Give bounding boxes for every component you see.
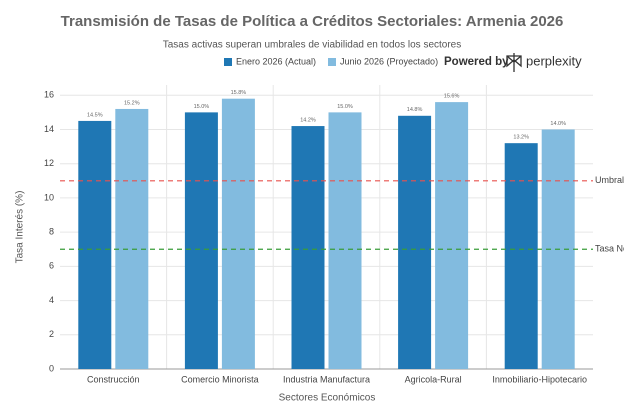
y-tick-label: 8: [49, 227, 54, 237]
x-tick-label: Comercio Minorista: [181, 374, 259, 384]
reference-label: Tasa Ne: [595, 244, 624, 254]
x-tick-label: Industria Manufactura: [283, 374, 370, 384]
reference-label: Umbral: [595, 175, 624, 185]
x-axis-label: Sectores Económicos: [279, 393, 376, 404]
perplexity-logo: [506, 53, 522, 72]
value-label: 15.0%: [194, 104, 210, 110]
bar: [78, 120, 112, 370]
value-label: 14.5%: [87, 112, 103, 118]
y-tick-label: 2: [49, 329, 54, 339]
bar: [398, 115, 432, 369]
x-tick-label: Construcción: [87, 374, 140, 384]
x-tick-label: Inmobiliario-Hipotecario: [492, 374, 587, 384]
chart-title: Transmisión de Tasas de Política a Crédi…: [61, 13, 564, 30]
value-label: 15.2%: [124, 100, 140, 106]
bar: [504, 143, 538, 369]
legend-swatch: [224, 58, 232, 66]
branding: Powered by: [444, 56, 509, 68]
value-label: 14.2%: [300, 118, 316, 124]
value-label: 14.0%: [550, 121, 566, 127]
legend-label: Enero 2026 (Actual): [236, 56, 316, 66]
value-label: 15.0%: [337, 104, 353, 110]
value-label: 15.8%: [231, 90, 247, 96]
y-tick-label: 4: [49, 295, 54, 305]
bar: [328, 112, 362, 369]
value-label: 15.6%: [444, 94, 460, 100]
y-tick-label: 16: [44, 90, 54, 100]
value-label: 14.8%: [407, 107, 423, 113]
bar: [115, 108, 149, 369]
y-axis-label: Tasa Interés (%): [15, 191, 26, 264]
legend-swatch: [328, 58, 336, 66]
brand-name: perplexity: [526, 53, 582, 68]
y-tick-label: 14: [44, 124, 54, 134]
legend-label: Junio 2026 (Proyectado): [340, 56, 438, 66]
value-label: 13.2%: [513, 135, 529, 141]
bar: [221, 98, 255, 370]
bar: [435, 102, 469, 370]
bar: [184, 112, 218, 369]
y-tick-label: 10: [44, 192, 54, 202]
y-tick-label: 6: [49, 261, 54, 271]
chart-subtitle: Tasas activas superan umbrales de viabil…: [163, 40, 462, 51]
y-tick-label: 0: [49, 363, 54, 373]
x-tick-label: Agricola-Rural: [405, 374, 462, 384]
bar: [291, 126, 325, 369]
y-tick-label: 12: [44, 158, 54, 168]
